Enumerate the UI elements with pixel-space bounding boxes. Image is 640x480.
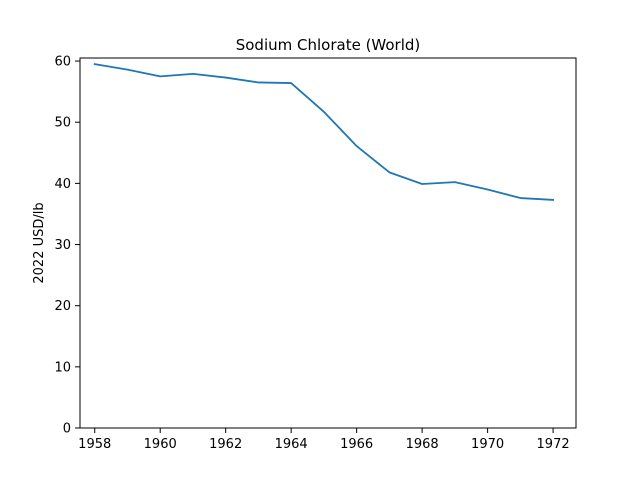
y-tick-label: 30	[54, 238, 71, 253]
x-axis: 1958 1960 1962 1964 1966 1968 1970 1972	[78, 428, 570, 452]
x-tick-label: 1960	[144, 437, 177, 452]
series-line	[93, 63, 555, 201]
x-tick-label: 1958	[78, 437, 111, 452]
plot-frame	[79, 57, 577, 429]
y-tick-label: 60	[54, 55, 71, 70]
y-tick-label: 0	[63, 422, 71, 437]
y-axis-label: 2022 USD/lb	[32, 202, 47, 283]
x-tick-label: 1968	[406, 437, 439, 452]
y-tick-label: 10	[54, 360, 71, 375]
x-tick-label: 1962	[209, 437, 242, 452]
y-tick-label: 40	[54, 177, 71, 192]
x-tick-label: 1964	[275, 437, 308, 452]
x-tick-label: 1970	[471, 437, 504, 452]
chart-title: Sodium Chlorate (World)	[236, 36, 421, 54]
y-axis: 0 10 20 30 40 50 60	[54, 55, 80, 437]
x-tick-label: 1972	[537, 437, 570, 452]
y-tick-label: 50	[54, 116, 71, 131]
y-tick-label: 20	[54, 299, 71, 314]
x-tick-label: 1966	[340, 437, 373, 452]
